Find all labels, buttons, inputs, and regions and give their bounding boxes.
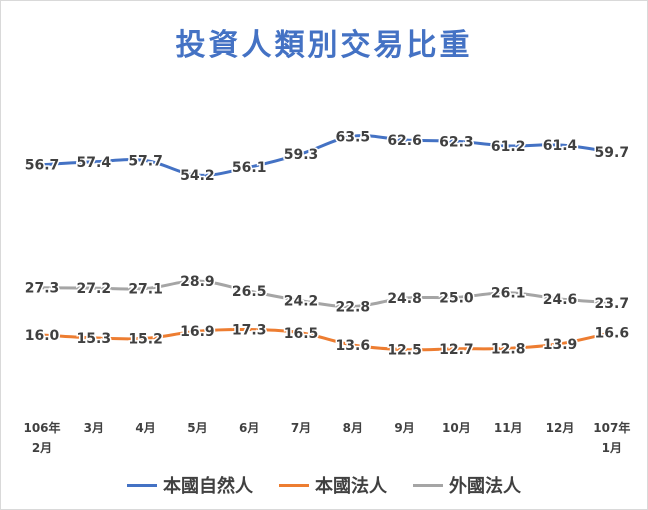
data-label: 27.1 xyxy=(128,282,163,298)
legend-swatch xyxy=(279,483,309,487)
x-tick-label: 106年 xyxy=(23,420,60,435)
data-label: 12.8 xyxy=(491,341,526,357)
x-tick-label: 7月 xyxy=(291,421,311,435)
chart-legend: 本國自然人 本國法人 外國法人 xyxy=(0,472,648,498)
data-label: 57.7 xyxy=(128,154,163,170)
x-tick-label: 9月 xyxy=(394,421,414,435)
data-label: 27.3 xyxy=(25,281,60,297)
data-label: 24.8 xyxy=(387,291,422,307)
data-label: 16.9 xyxy=(180,324,215,340)
data-label: 17.3 xyxy=(232,323,267,339)
data-label: 56.7 xyxy=(25,158,60,174)
chart-title: 投資人類別交易比重 xyxy=(175,28,473,63)
data-label: 16.5 xyxy=(284,326,319,342)
data-label: 59.7 xyxy=(595,145,630,161)
data-label: 15.3 xyxy=(77,331,112,347)
x-tick-label: 8月 xyxy=(343,421,363,435)
data-label: 56.1 xyxy=(232,160,267,176)
data-label: 26.5 xyxy=(232,284,267,300)
x-tick-label: 12月 xyxy=(546,421,575,435)
data-label: 54.2 xyxy=(180,168,215,184)
legend-label: 外國法人 xyxy=(449,476,521,497)
data-label: 57.4 xyxy=(77,155,112,171)
series-line-2 xyxy=(41,279,612,309)
data-label: 61.4 xyxy=(543,138,578,154)
data-label: 16.6 xyxy=(595,325,630,341)
x-tick-label: 2月 xyxy=(32,441,52,455)
data-label: 28.9 xyxy=(180,274,215,290)
legend-item-foreign-institutions: 外國法人 xyxy=(413,472,521,498)
data-label: 16.0 xyxy=(25,328,60,344)
data-label: 62.6 xyxy=(387,133,422,149)
data-label: 15.2 xyxy=(128,331,163,347)
data-label: 13.9 xyxy=(543,337,578,353)
legend-swatch xyxy=(127,483,157,487)
data-label: 12.5 xyxy=(387,343,422,359)
x-tick-label: 3月 xyxy=(84,421,104,435)
legend-label: 本國自然人 xyxy=(163,476,253,497)
data-label: 24.2 xyxy=(284,294,319,310)
data-label: 62.3 xyxy=(439,134,474,150)
series-line-0 xyxy=(41,134,613,177)
x-tick-label: 5月 xyxy=(187,421,207,435)
data-label: 24.6 xyxy=(543,292,578,308)
legend-item-domestic-individuals: 本國自然人 xyxy=(127,472,253,498)
data-label: 63.5 xyxy=(336,129,371,145)
x-tick-label: 4月 xyxy=(135,421,155,435)
x-tick-label: 6月 xyxy=(239,421,259,435)
x-tick-label: 1月 xyxy=(602,441,622,455)
legend-swatch xyxy=(413,483,443,487)
legend-item-domestic-institutions: 本國法人 xyxy=(279,472,387,498)
x-tick-label: 107年 xyxy=(593,420,630,435)
data-label: 61.2 xyxy=(491,139,526,155)
data-label: 12.7 xyxy=(439,342,474,358)
data-label: 13.6 xyxy=(336,338,371,354)
data-label: 22.8 xyxy=(336,300,371,316)
data-label: 23.7 xyxy=(595,296,630,312)
data-label: 27.2 xyxy=(77,281,112,297)
line-chart: 56.7 57.4 57.7 54.2 56.1 59.3 63.5 62.6 62.3 61.2… xyxy=(23,128,630,455)
data-label: 26.1 xyxy=(491,286,526,302)
series-line-1 xyxy=(41,327,613,352)
x-tick-label: 11月 xyxy=(494,421,523,435)
data-label: 59.3 xyxy=(284,147,319,163)
x-tick-label: 10月 xyxy=(442,421,471,435)
data-label: 25.0 xyxy=(439,290,474,306)
legend-label: 本國法人 xyxy=(315,476,387,497)
